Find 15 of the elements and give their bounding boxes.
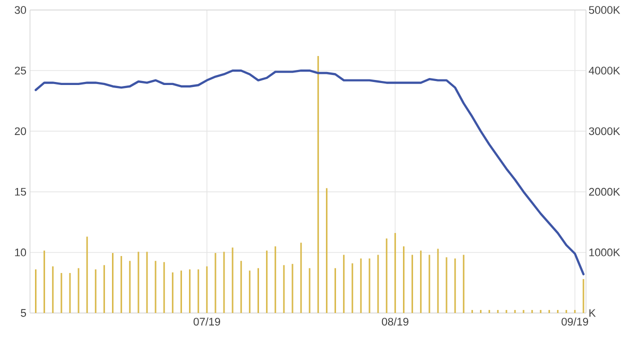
x-tick-label: 09/19 (562, 318, 588, 326)
x-tick-label: 07/19 (194, 318, 220, 326)
y2-tick-label: 5000K (588, 6, 620, 14)
y-tick-label: 30 (14, 6, 26, 14)
y-tick-label: 5 (20, 309, 26, 317)
y2-tick-label: 4000K (588, 66, 620, 74)
y-tick-label: 10 (15, 248, 26, 256)
y-tick-label: 25 (14, 66, 26, 74)
y-tick-label: 15 (15, 188, 26, 196)
x-tick-label: 08/19 (382, 318, 408, 326)
y-tick-label: 20 (14, 127, 26, 136)
y2-tick-label: K (589, 309, 596, 317)
y2-tick-label: 1000K (589, 248, 620, 256)
y2-tick-label: 2000K (589, 188, 620, 196)
y2-tick-label: 3000K (588, 127, 620, 136)
